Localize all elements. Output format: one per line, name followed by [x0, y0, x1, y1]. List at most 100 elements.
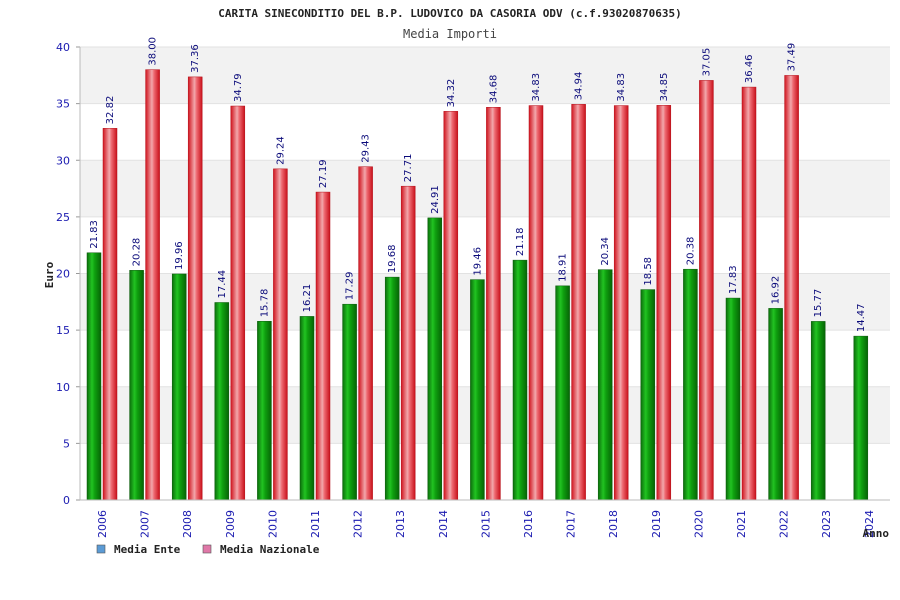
bar-value-label: 18.91: [558, 253, 569, 282]
bar-value-label: 27.71: [403, 154, 414, 183]
bar-media-nazionale: [443, 111, 459, 501]
x-tick-label: 2018: [607, 510, 620, 538]
bar-media-nazionale: [230, 105, 246, 501]
bar-media-nazionale: [102, 128, 118, 501]
x-tick-label: 2011: [309, 510, 322, 538]
bar-value-label: 38.00: [148, 37, 159, 66]
bar-media-ente: [86, 252, 102, 501]
bar-media-nazionale: [358, 166, 373, 501]
y-tick-label: 20: [56, 268, 70, 281]
bar-value-label: 34.83: [616, 73, 627, 102]
y-tick-label: 40: [56, 41, 70, 54]
x-tick-label: 2020: [692, 510, 705, 538]
y-axis-label: Euro: [43, 261, 56, 288]
y-tick-label: 25: [56, 211, 70, 224]
bar-value-label: 21.83: [89, 220, 100, 249]
legend: Media Ente Media Nazionale: [96, 543, 320, 556]
x-tick-label: 2023: [820, 510, 833, 538]
bar-media-nazionale: [400, 185, 416, 501]
x-tick-label: 2024: [863, 510, 876, 538]
bar-media-ente: [725, 297, 741, 501]
x-tick-label: 2012: [352, 510, 365, 538]
bar-media-nazionale: [571, 104, 586, 501]
bar-media-ente: [342, 303, 357, 501]
bar-value-label: 36.46: [744, 54, 755, 83]
bar-value-label: 21.18: [515, 227, 526, 256]
bar-value-label: 16.92: [771, 276, 782, 305]
bar-media-ente: [810, 321, 826, 501]
bar-media-nazionale: [528, 105, 544, 501]
bar-value-label: 24.91: [430, 185, 441, 214]
value-labels: 21.83 32.82 20.28 38.00 19.96 37.36 17.44 34.79…: [89, 37, 867, 332]
bar-media-ente: [129, 270, 144, 501]
bar-value-label: 19.46: [472, 247, 483, 276]
bar-value-label: 14.47: [856, 303, 867, 332]
bar-value-label: 15.78: [259, 289, 270, 318]
chart-subtitle: Media Importi: [403, 27, 497, 41]
bar-media-nazionale: [187, 76, 203, 501]
x-tick-label: 2019: [650, 510, 663, 538]
bar-value-label: 32.82: [105, 96, 116, 125]
bar-value-label: 29.24: [275, 136, 286, 165]
bar-media-ente: [597, 269, 613, 501]
x-axis-label: Anno: [863, 527, 890, 540]
y-tick-label: 5: [63, 437, 70, 450]
x-tick-label: 2014: [437, 510, 450, 538]
bar-media-nazionale: [741, 86, 757, 501]
bar-value-label: 18.58: [643, 257, 654, 286]
bar-media-nazionale: [699, 80, 714, 501]
bar-media-nazionale: [315, 191, 331, 501]
bar-media-ente: [470, 279, 485, 501]
bar-value-label: 17.44: [217, 270, 228, 299]
chart-title: CARITA SINECONDITIO DEL B.P. LUDOVICO DA…: [218, 7, 682, 20]
bar-value-label: 20.34: [600, 237, 611, 266]
x-tick-label: 2013: [394, 510, 407, 538]
bar-value-label: 34.68: [488, 75, 499, 104]
legend-swatch-ente: [96, 544, 106, 554]
bar-value-label: 34.83: [531, 73, 542, 102]
bar-value-label: 29.43: [361, 134, 372, 163]
x-tick-label: 2006: [96, 510, 109, 538]
legend-label-ente: Media Ente: [114, 543, 181, 556]
legend-label-nazionale: Media Nazionale: [220, 543, 320, 556]
legend-swatch-nazionale: [202, 544, 212, 554]
bar-value-label: 20.38: [685, 237, 696, 266]
bar-media-nazionale: [145, 69, 160, 501]
bar-media-ente: [171, 273, 187, 501]
bar-media-nazionale: [273, 168, 288, 501]
y-tick-label: 0: [63, 494, 70, 507]
bar-value-label: 27.19: [318, 159, 329, 188]
y-tick-label: 10: [56, 381, 70, 394]
bar-media-ente: [683, 268, 698, 501]
bar-value-label: 37.05: [701, 48, 712, 77]
bar-value-label: 17.83: [728, 265, 739, 294]
bar-value-label: 19.68: [387, 244, 398, 273]
bar-value-label: 37.49: [787, 43, 798, 72]
x-tick-label: 2008: [181, 510, 194, 538]
bar-value-label: 17.29: [345, 272, 356, 301]
bar-media-ente: [214, 302, 230, 501]
x-tick-label: 2007: [139, 510, 152, 538]
x-tick-label: 2021: [735, 510, 748, 538]
bar-media-ente: [299, 316, 315, 501]
bar-media-ente: [853, 335, 869, 501]
x-tick-label: 2009: [224, 510, 237, 538]
bar-value-label: 34.32: [446, 79, 457, 108]
y-tick-label: 35: [56, 98, 70, 111]
y-tick-label: 30: [56, 154, 70, 167]
bar-media-nazionale: [486, 106, 501, 501]
y-tick-label: 15: [56, 324, 70, 337]
bar-media-ente: [768, 308, 783, 501]
bar-media-ente: [427, 217, 443, 501]
bar-media-nazionale: [613, 105, 629, 501]
bar-value-label: 34.94: [574, 72, 585, 101]
x-tick-label: 2016: [522, 510, 535, 538]
bar-media-ente: [384, 276, 400, 501]
bar-value-label: 34.79: [233, 73, 244, 102]
bar-media-ente: [555, 285, 570, 501]
x-tick-label: 2017: [565, 510, 578, 538]
x-tick-label: 2022: [778, 510, 791, 538]
bar-value-label: 20.28: [132, 238, 143, 267]
bar-value-label: 34.85: [659, 73, 670, 102]
